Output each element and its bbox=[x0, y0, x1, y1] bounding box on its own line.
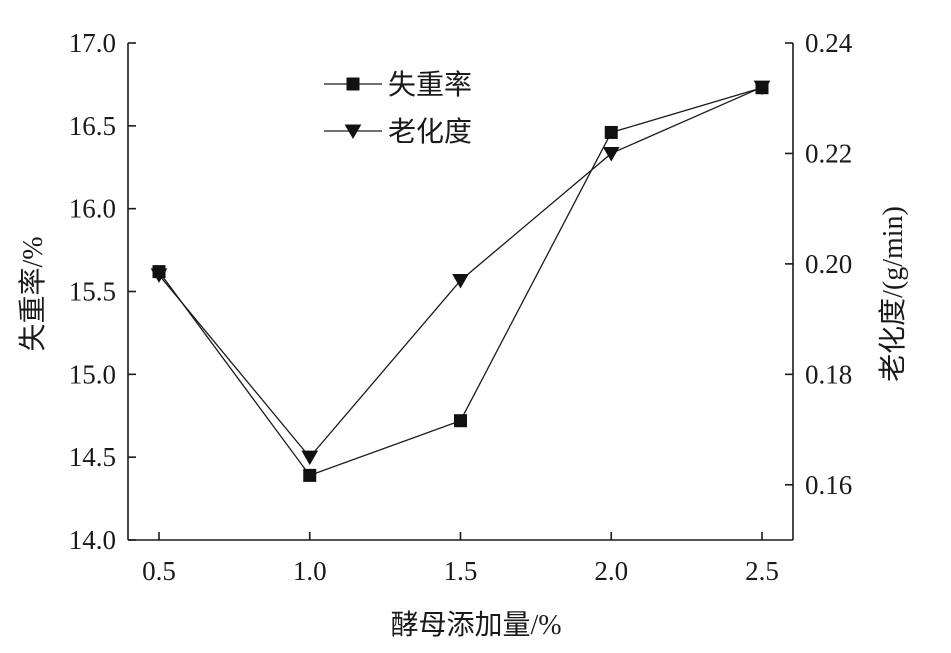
y-left-tick-label: 15.0 bbox=[69, 359, 116, 389]
x-axis-label: 酵母添加量/% bbox=[390, 610, 561, 641]
data-point-marker bbox=[602, 146, 620, 162]
series-2 bbox=[150, 80, 771, 466]
y-left-tick-label: 16.0 bbox=[69, 194, 116, 224]
x-tick-label: 1.5 bbox=[444, 556, 478, 586]
y-right-tick-label: 0.24 bbox=[805, 28, 853, 58]
y-right-tick-label: 0.16 bbox=[805, 470, 852, 500]
ticks-group: 14.0 14.5 15.0 15.5 16.0 16.5 17.0 0.16 0.18 0.20… bbox=[69, 28, 853, 586]
y-right-tick-label: 0.22 bbox=[805, 138, 852, 168]
series-group bbox=[150, 80, 771, 482]
x-tick-label: 2.0 bbox=[594, 556, 628, 586]
y-axis-right-label: 老化度/(g/min) bbox=[877, 206, 909, 382]
x-tick-label: 0.5 bbox=[142, 556, 176, 586]
data-point-marker bbox=[301, 450, 319, 466]
data-point-marker bbox=[303, 468, 317, 482]
y-left-tick-label: 16.5 bbox=[69, 111, 116, 141]
legend-label: 老化度 bbox=[388, 116, 472, 148]
y-left-tick-label: 14.5 bbox=[69, 442, 116, 472]
data-point-marker bbox=[753, 80, 771, 96]
y-axis-left-label: 失重率/% bbox=[17, 236, 49, 351]
legend-item-1: 失重率 bbox=[324, 69, 472, 101]
data-point-marker bbox=[454, 414, 467, 428]
data-point-marker bbox=[452, 273, 469, 289]
legend-marker bbox=[346, 77, 360, 91]
legend-marker bbox=[344, 124, 362, 140]
legend-label: 失重率 bbox=[388, 69, 472, 101]
y-left-tick-label: 17.0 bbox=[69, 28, 116, 58]
data-point-marker bbox=[604, 125, 618, 139]
y-left-tick-label: 14.0 bbox=[69, 525, 116, 555]
y-left-tick-label: 15.5 bbox=[69, 277, 116, 307]
data-point-marker bbox=[150, 268, 168, 283]
y-right-tick-label: 0.18 bbox=[805, 359, 852, 389]
x-tick-label: 1.0 bbox=[293, 556, 327, 586]
legend-item-2: 老化度 bbox=[324, 116, 472, 148]
y-right-tick-label: 0.20 bbox=[805, 249, 852, 279]
x-tick-label: 2.5 bbox=[745, 556, 779, 586]
